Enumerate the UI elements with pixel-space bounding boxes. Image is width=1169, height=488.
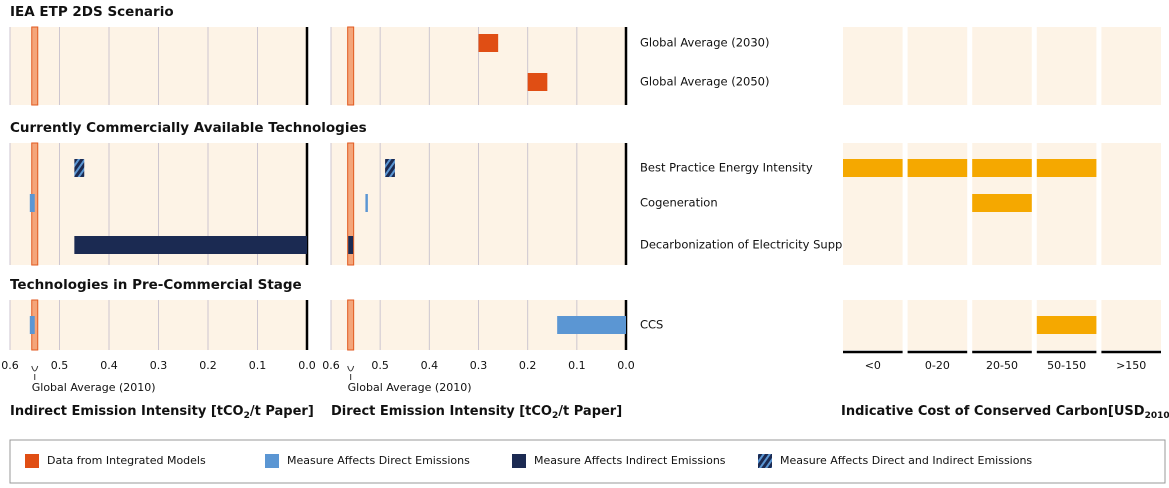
axis-title-part: 2010 — [1145, 411, 1169, 421]
reference-marker — [347, 365, 355, 380]
axis-title-part: 2 — [552, 411, 558, 421]
legend-label: Measure Affects Direct Emissions — [287, 454, 470, 467]
row-label: Global Average (2030) — [640, 36, 769, 50]
axis-title-part: Direct Emission Intensity [tCO — [331, 404, 552, 419]
x-tick-label: 0.6 — [1, 359, 19, 372]
panel-bg — [843, 300, 903, 350]
axis-title-part: Indicative Cost of Conserved Carbon[USD — [841, 404, 1145, 419]
cost-bar — [972, 194, 1032, 212]
bar — [365, 194, 368, 212]
x-tick-label: 0.4 — [100, 359, 118, 372]
section-title: Currently Commercially Available Technol… — [10, 120, 367, 136]
bar — [478, 34, 499, 52]
axis-title: Direct Emission Intensity [tCO2/t Paper] — [331, 404, 622, 421]
x-tick-label: 50-150 — [1047, 359, 1086, 372]
cost-bar — [1036, 159, 1097, 177]
legend-label: Measure Affects Direct and Indirect Emis… — [780, 454, 1032, 467]
panel-bg — [1101, 143, 1161, 265]
panel-bg — [972, 27, 1032, 105]
legend-swatch — [758, 454, 772, 468]
x-tick-label: 0.5 — [371, 359, 389, 372]
x-tick-label: 0.0 — [298, 359, 316, 372]
axis-title: Indicative Cost of Conserved Carbon[USD2… — [841, 404, 1169, 421]
bar — [348, 236, 354, 254]
reference-label: Global Average (2010) — [32, 381, 156, 394]
x-tick-label: 0.1 — [568, 359, 586, 372]
x-tick-label: 0.1 — [249, 359, 267, 372]
legend-swatch — [25, 454, 39, 468]
x-tick-label: >150 — [1116, 359, 1146, 372]
x-tick-label: 0.0 — [617, 359, 635, 372]
reference-band — [347, 299, 355, 351]
x-tick-label: 0-20 — [925, 359, 950, 372]
x-tick-label: <0 — [865, 359, 881, 372]
row-label: CCS — [640, 318, 663, 332]
cost-bar — [843, 159, 903, 177]
reference-band — [347, 142, 355, 266]
x-tick-label: 0.4 — [421, 359, 439, 372]
panel-bg — [1101, 27, 1161, 105]
axis-title-part: /t Paper] — [558, 404, 622, 419]
cost-bar — [1036, 316, 1097, 334]
legend-swatch — [265, 454, 279, 468]
row-label: Decarbonization of Electricity Supply — [640, 238, 853, 252]
panel-bg — [1101, 300, 1161, 350]
panel-bg — [972, 300, 1032, 350]
reference-marker — [31, 365, 39, 380]
legend-swatch — [512, 454, 526, 468]
panel-bg — [843, 27, 903, 105]
x-tick-label: 0.3 — [470, 359, 488, 372]
row-label: Cogeneration — [640, 196, 718, 210]
cost-bar — [972, 159, 1032, 177]
axis-title: Indirect Emission Intensity [tCO2/t Pape… — [10, 404, 314, 421]
x-tick-label: 0.3 — [150, 359, 168, 372]
x-tick-label: 0.2 — [519, 359, 537, 372]
bar — [385, 159, 395, 177]
cost-bar — [907, 159, 968, 177]
legend-label: Measure Affects Indirect Emissions — [534, 454, 726, 467]
panel-bg — [907, 27, 968, 105]
bar — [557, 316, 626, 334]
legend-box — [9, 439, 1166, 484]
bar — [29, 316, 35, 334]
section-title: Technologies in Pre-Commercial Stage — [10, 277, 302, 293]
axis-title-part: 2 — [244, 411, 250, 421]
x-tick-label: 20-50 — [986, 359, 1018, 372]
bar — [74, 159, 85, 177]
panel-bg — [1036, 27, 1097, 105]
x-tick-label: 0.2 — [199, 359, 217, 372]
x-tick-label: 0.5 — [51, 359, 69, 372]
axis-title-part: Indirect Emission Intensity [tCO — [10, 404, 244, 419]
section-title: IEA ETP 2DS Scenario — [10, 4, 174, 20]
bar — [29, 194, 35, 212]
bar — [74, 236, 307, 254]
panel-bg — [907, 300, 968, 350]
x-tick-label: 0.6 — [322, 359, 340, 372]
row-label: Best Practice Energy Intensity — [640, 161, 813, 175]
bar — [527, 73, 548, 91]
axis-title-part: /t Paper] — [250, 404, 314, 419]
reference-band — [31, 26, 39, 106]
reference-band — [347, 26, 355, 106]
legend-label: Data from Integrated Models — [47, 454, 206, 467]
reference-label: Global Average (2010) — [348, 381, 472, 394]
row-label: Global Average (2050) — [640, 75, 769, 89]
